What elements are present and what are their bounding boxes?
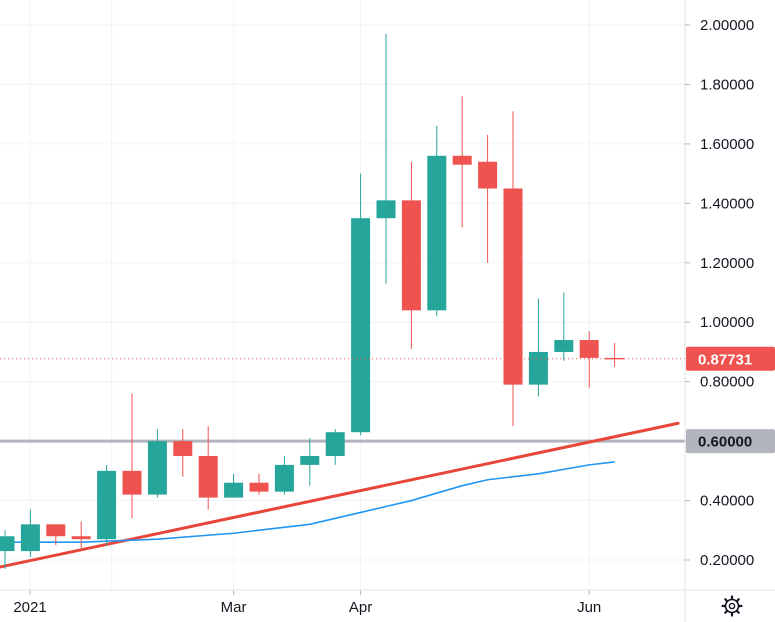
- candle-body: [173, 441, 193, 456]
- candle: [274, 455, 294, 495]
- candle: [401, 161, 421, 349]
- y-tick-label: 1.60000: [700, 136, 754, 153]
- candle: [122, 393, 142, 519]
- time-axis[interactable]: 2021 Mar Apr Jun: [13, 599, 601, 616]
- candle-body: [249, 482, 269, 492]
- candle-body: [198, 455, 218, 498]
- candle: [351, 173, 371, 436]
- candle: [325, 429, 345, 465]
- candle: [249, 473, 269, 495]
- y-tick-label: 1.00000: [700, 314, 754, 331]
- candles: [0, 33, 625, 569]
- x-tick-label: Apr: [349, 599, 372, 616]
- candle-body: [427, 155, 447, 311]
- trend-line-segment[interactable]: [0, 421, 680, 572]
- moving-average-line: [5, 461, 615, 543]
- x-axis-ticks: [29, 590, 590, 595]
- candle-body: [401, 200, 421, 311]
- candle: [224, 473, 244, 498]
- candle-body: [579, 340, 599, 358]
- candle: [554, 292, 574, 361]
- candle: [71, 521, 91, 549]
- y-tick-label: 1.80000: [700, 76, 754, 93]
- candle: [427, 126, 447, 317]
- candle-body: [0, 536, 15, 552]
- candle-body: [554, 340, 574, 352]
- candle-body: [605, 357, 625, 360]
- candle: [46, 524, 66, 546]
- candle-body: [452, 155, 472, 165]
- x-tick-label: Jun: [577, 599, 601, 616]
- candle-body: [97, 470, 117, 540]
- candle: [376, 33, 396, 284]
- trend-line[interactable]: [0, 421, 680, 572]
- candle: [528, 298, 548, 397]
- y-tick-label: 0.40000: [700, 493, 754, 510]
- candle: [452, 96, 472, 228]
- candle-body: [71, 536, 91, 540]
- candle: [478, 134, 498, 263]
- candle-body: [224, 482, 244, 498]
- price-badges: 0.87731 0.60000: [686, 346, 775, 454]
- candle: [503, 111, 523, 427]
- candle-body: [300, 455, 320, 465]
- candle: [147, 429, 167, 498]
- candle: [0, 530, 15, 569]
- candle-body: [20, 524, 40, 552]
- y-tick-label: 0.80000: [700, 374, 754, 391]
- candle: [579, 331, 599, 388]
- candle: [20, 509, 40, 558]
- candle-body: [528, 351, 548, 385]
- candle-body: [478, 161, 498, 189]
- candle: [198, 426, 218, 510]
- candle-body: [325, 432, 345, 456]
- last-price-badge-label: 0.87731: [698, 351, 752, 368]
- gear-icon[interactable]: [721, 595, 743, 617]
- y-tick-label: 0.20000: [700, 552, 754, 569]
- price-axis[interactable]: 0.20000 0.40000 0.60000 0.80000 1.00000 1.200…: [685, 17, 754, 569]
- candle-body: [503, 188, 523, 385]
- candle-body: [351, 218, 371, 433]
- candle: [605, 343, 625, 367]
- last-price-badge: 0.87731: [686, 346, 775, 371]
- candle-body: [376, 200, 396, 219]
- level-price-badge: 0.60000: [686, 429, 775, 454]
- candle: [300, 438, 320, 486]
- candle-body: [147, 441, 167, 495]
- y-tick-label: 1.40000: [700, 195, 754, 212]
- candle-body: [122, 470, 142, 495]
- candle-body: [274, 464, 294, 492]
- level-price-badge-label: 0.60000: [698, 434, 752, 451]
- x-tick-label: Mar: [221, 599, 247, 616]
- candle: [173, 429, 193, 477]
- candle: [97, 464, 117, 546]
- level-price-badge-bg: [686, 429, 775, 454]
- last-price-badge-bg: [686, 346, 775, 371]
- y-tick-label: 2.00000: [700, 17, 754, 34]
- y-tick-label: 1.20000: [700, 255, 754, 272]
- candle-body: [46, 524, 66, 537]
- x-tick-label: 2021: [13, 599, 46, 616]
- moving-average-path: [5, 461, 615, 543]
